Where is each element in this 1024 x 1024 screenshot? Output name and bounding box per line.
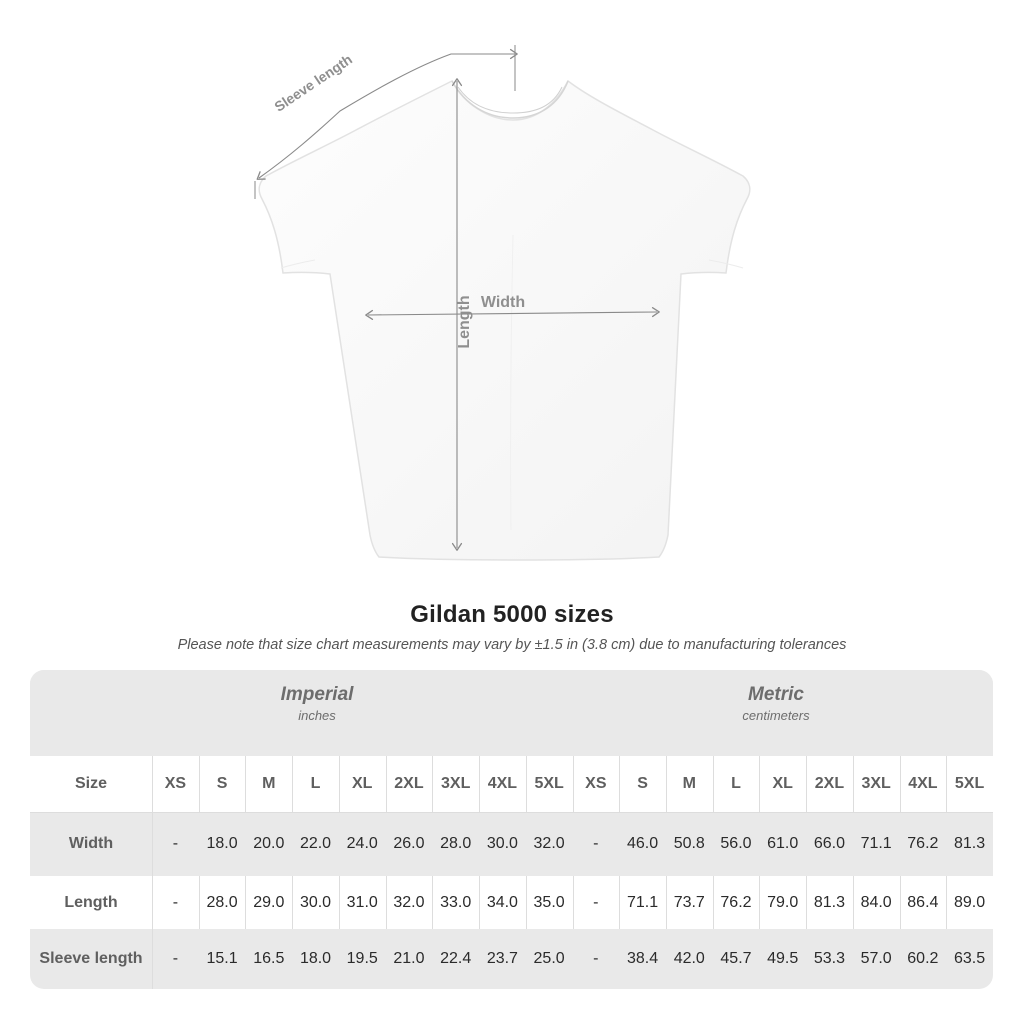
- svg-text:Sleeve length: Sleeve length: [271, 51, 355, 115]
- svg-text:Width: Width: [481, 294, 525, 311]
- svg-text:Length: Length: [456, 295, 473, 348]
